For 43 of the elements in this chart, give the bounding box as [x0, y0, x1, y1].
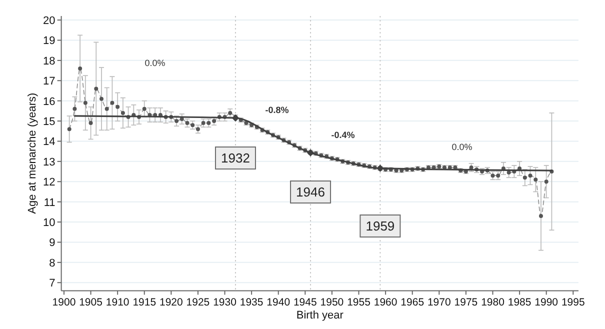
y-tick-label: 8	[49, 257, 56, 270]
x-tick-label: 1995	[561, 296, 585, 309]
y-tick-label: 18	[43, 55, 56, 68]
y-axis-title: Age at menarche (years)	[26, 92, 38, 214]
x-tick-label: 1935	[240, 296, 264, 309]
x-tick-label: 1970	[427, 296, 451, 309]
annotation: -0.4%	[331, 130, 355, 140]
y-tick-label: 11	[44, 196, 56, 209]
y-tick-label: 17	[43, 76, 56, 88]
y-tick-label: 16	[43, 96, 56, 108]
x-tick-label: 1975	[454, 296, 478, 309]
annotation: 0.0%	[452, 142, 472, 152]
y-tick-label: 19	[43, 35, 56, 48]
x-tick-label: 1910	[106, 296, 130, 309]
x-tick-label: 1945	[293, 296, 317, 309]
x-tick-label: 1920	[159, 296, 184, 309]
x-tick-label: 1900	[52, 296, 76, 309]
y-tick-label: 12	[43, 176, 56, 189]
ref-line-label: 1932	[221, 150, 250, 166]
x-tick-label: 1965	[400, 296, 424, 309]
x-tick-label: 1905	[79, 296, 103, 309]
x-tick-label: 1915	[132, 296, 156, 309]
y-tick-label: 13	[43, 156, 56, 168]
y-tick-label: 14	[43, 136, 56, 148]
x-tick-label: 1940	[266, 296, 290, 309]
x-tick-label: 1950	[320, 296, 344, 309]
x-tick-label: 1980	[481, 296, 505, 309]
y-tick-label: 9	[49, 237, 56, 250]
x-tick-label: 1955	[347, 296, 371, 309]
x-axis-title: Birth year	[296, 310, 344, 322]
y-tick-label: 15	[43, 116, 56, 128]
y-tick-label: 10	[43, 217, 56, 230]
ref-line-label: 1959	[366, 218, 395, 234]
x-tick-label: 1990	[534, 296, 558, 309]
y-tick-label: 7	[49, 278, 56, 290]
x-tick-label: 1960	[374, 296, 398, 309]
x-tick-label: 1985	[508, 296, 532, 309]
annotation: -0.8%	[265, 105, 289, 115]
annotation: 0.0%	[144, 58, 166, 68]
x-tick-label: 1925	[186, 296, 210, 309]
ref-line-label: 1946	[296, 184, 325, 200]
x-tick-label: 1930	[213, 296, 237, 309]
y-tick-label: 20	[43, 15, 56, 28]
